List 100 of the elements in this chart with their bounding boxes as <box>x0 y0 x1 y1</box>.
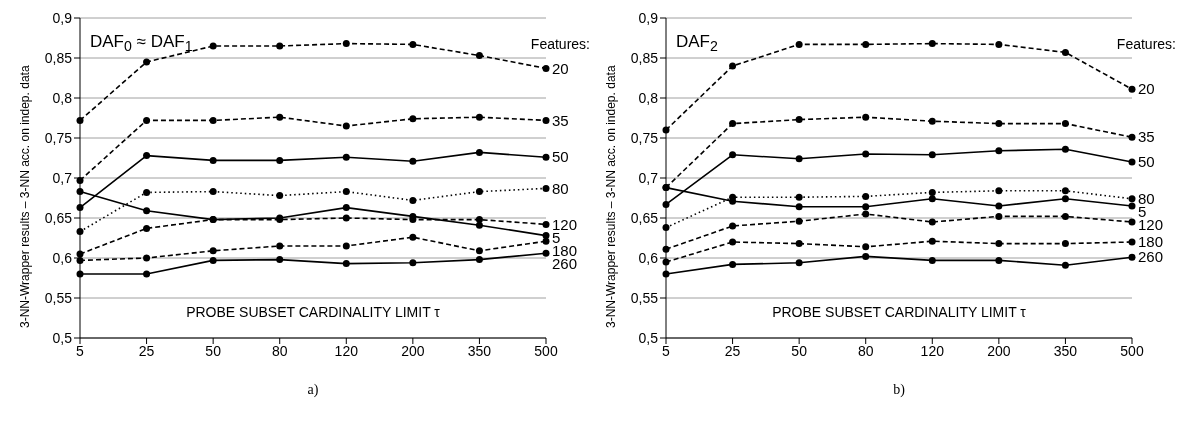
point <box>342 260 350 268</box>
point <box>995 187 1003 195</box>
point <box>143 116 151 124</box>
y-tick-label: 0,8 <box>52 89 73 106</box>
y-tick-label: 0,9 <box>638 9 659 26</box>
series-label: 20 <box>1138 80 1155 98</box>
y-tick-label: 0,55 <box>44 289 73 306</box>
point <box>409 259 417 267</box>
point <box>928 195 936 203</box>
point <box>795 116 803 124</box>
y-tick-label: 0,5 <box>638 329 659 346</box>
legend-title: Features: <box>530 36 590 52</box>
point <box>995 120 1003 128</box>
series-label: 20 <box>552 59 569 77</box>
point <box>662 200 670 208</box>
x-tick-label: 500 <box>534 342 558 359</box>
series-label: 260 <box>1138 248 1164 266</box>
series-label: 35 <box>1138 128 1155 146</box>
point <box>662 245 670 253</box>
point <box>143 152 151 160</box>
text: b) <box>892 382 906 398</box>
x-axis-title: PROBE SUBSET CARDINALITY LIMIT τ <box>771 304 1027 320</box>
point <box>795 217 803 225</box>
x-tick-label: 200 <box>401 342 425 359</box>
point <box>276 113 284 121</box>
x-tick-label: 500 <box>1120 342 1144 359</box>
point <box>475 216 483 224</box>
point <box>795 155 803 163</box>
point <box>209 116 217 124</box>
x-tick-label: 50 <box>205 342 222 359</box>
point <box>342 40 350 48</box>
point <box>542 153 550 161</box>
point <box>928 40 936 48</box>
point <box>928 256 936 264</box>
point <box>862 252 870 260</box>
point <box>76 176 84 184</box>
point <box>342 214 350 222</box>
point <box>209 156 217 164</box>
y-tick-label: 0,75 <box>630 129 659 146</box>
point <box>928 151 936 159</box>
point <box>475 113 483 121</box>
y-tick-label: 0,65 <box>44 209 73 226</box>
point <box>1128 85 1136 93</box>
point <box>542 237 550 245</box>
x-tick-label: 5 <box>662 342 671 359</box>
point <box>409 196 417 204</box>
y-tick-label: 0,8 <box>638 89 659 106</box>
point <box>542 64 550 72</box>
point <box>76 188 84 196</box>
point <box>729 222 737 230</box>
point <box>76 250 84 258</box>
point <box>1061 261 1069 269</box>
point <box>928 117 936 125</box>
x-tick-label: 350 <box>1053 342 1078 359</box>
point <box>995 202 1003 210</box>
point <box>542 116 550 124</box>
point <box>995 256 1003 264</box>
point <box>276 42 284 50</box>
x-axis-title: PROBE SUBSET CARDINALITY LIMIT τ <box>185 304 441 320</box>
point <box>342 122 350 130</box>
point <box>143 254 151 262</box>
point <box>76 256 84 264</box>
point <box>1128 202 1136 210</box>
point <box>1061 240 1069 248</box>
point <box>995 212 1003 220</box>
point <box>862 150 870 158</box>
point <box>729 151 737 159</box>
point <box>409 115 417 123</box>
point <box>209 188 217 196</box>
point <box>795 203 803 211</box>
y-tick-label: 0,9 <box>52 9 73 26</box>
point <box>76 116 84 124</box>
x-tick-label: 200 <box>987 342 1011 359</box>
point <box>76 270 84 278</box>
y-tick-label: 0,55 <box>630 289 659 306</box>
point <box>928 218 936 226</box>
point <box>1128 253 1136 261</box>
point <box>729 260 737 268</box>
point <box>862 192 870 200</box>
point <box>1061 187 1069 195</box>
point <box>1128 133 1136 141</box>
series-label: 50 <box>552 148 569 166</box>
y-tick-label: 0,7 <box>638 169 659 186</box>
point <box>1061 212 1069 220</box>
x-tick-label: 25 <box>724 342 741 359</box>
x-tick-label: 80 <box>857 342 874 359</box>
point <box>143 58 151 66</box>
point <box>76 204 84 212</box>
point <box>1061 195 1069 203</box>
y-tick-label: 0,7 <box>52 169 73 186</box>
point <box>542 220 550 228</box>
point <box>342 188 350 196</box>
point <box>795 40 803 48</box>
point <box>862 210 870 218</box>
series-label: 120 <box>552 215 578 233</box>
point <box>475 256 483 264</box>
point <box>542 184 550 192</box>
point <box>662 224 670 232</box>
point <box>662 126 670 134</box>
point <box>276 156 284 164</box>
